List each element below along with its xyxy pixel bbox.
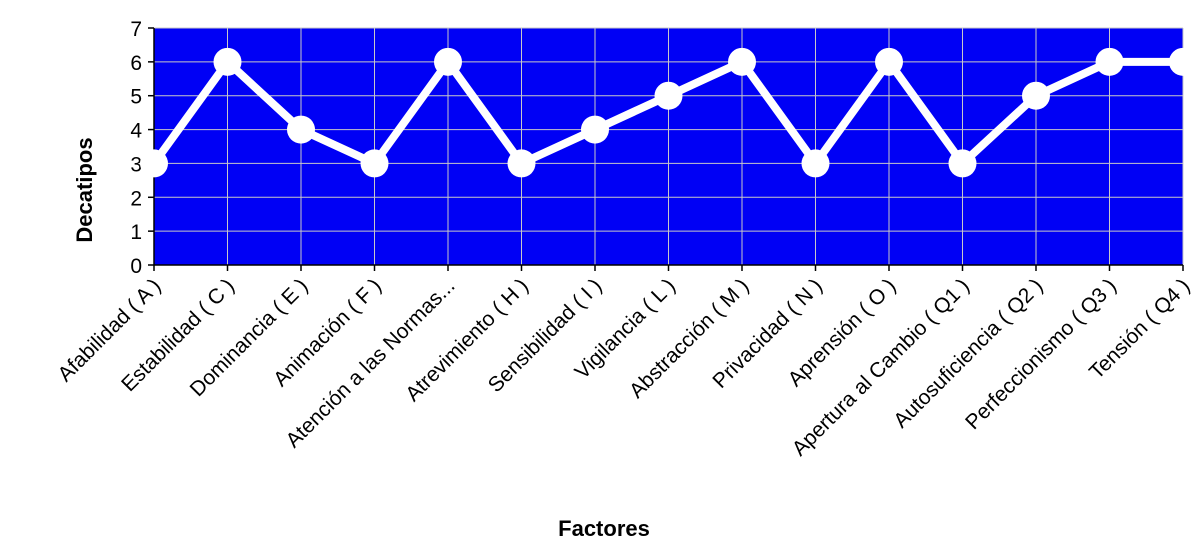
data-point <box>728 47 756 76</box>
y-tick-label: 3 <box>130 153 142 176</box>
y-tick-label: 7 <box>130 18 142 41</box>
data-point <box>875 47 903 76</box>
data-point <box>507 149 536 178</box>
y-axis-title: Decatipos <box>72 137 97 242</box>
y-tick-label: 5 <box>130 86 142 109</box>
y-tick-label: 0 <box>130 255 142 278</box>
data-point <box>360 149 389 178</box>
data-point <box>1095 47 1124 76</box>
x-tick-label: Autosuficiencia ( Q2 ) <box>889 274 1047 432</box>
y-tick-label: 1 <box>130 221 142 244</box>
y-tick-label: 6 <box>130 52 142 75</box>
data-point <box>213 47 242 76</box>
data-point <box>1022 81 1050 110</box>
data-point <box>434 47 462 76</box>
data-points <box>140 47 1195 178</box>
data-point <box>801 149 830 178</box>
data-point <box>287 115 315 144</box>
y-tick-labels: 0 1 2 3 4 5 6 7 <box>130 18 142 278</box>
data-point <box>581 115 609 144</box>
y-tick-label: 2 <box>130 187 142 210</box>
data-point <box>1169 47 1195 76</box>
x-tick-labels: Afabilidad ( A )Estabilidad ( C )Dominan… <box>54 274 1195 460</box>
data-point <box>654 81 683 110</box>
x-axis-title: Factores <box>558 516 650 541</box>
data-point <box>948 149 977 178</box>
data-point <box>140 149 168 178</box>
x-tick-label: Atrevimiento ( H ) <box>401 274 533 406</box>
y-tick-label: 4 <box>130 120 142 143</box>
